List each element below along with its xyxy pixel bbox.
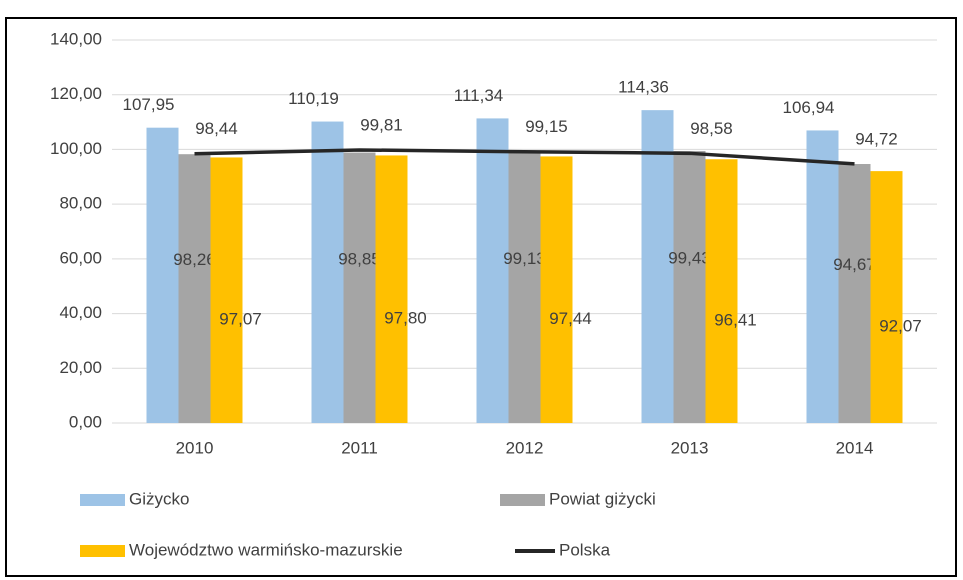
data-label: 98,26	[173, 250, 216, 269]
data-label: 94,72	[855, 129, 898, 148]
bar	[178, 154, 211, 423]
bar	[870, 171, 903, 423]
data-label: 110,19	[288, 89, 339, 108]
data-label: 99,15	[525, 117, 568, 136]
data-label: 98,85	[338, 249, 381, 268]
legend-swatch	[500, 494, 545, 506]
y-tick-label: 100,00	[50, 139, 102, 158]
data-label: 99,81	[360, 115, 403, 134]
y-tick-label: 20,00	[59, 358, 102, 377]
bar	[508, 151, 541, 423]
bar	[641, 110, 674, 424]
data-label: 106,94	[783, 98, 835, 117]
x-tick-label: 2014	[836, 438, 874, 457]
data-label: 94,67	[833, 255, 876, 274]
data-label: 99,13	[503, 249, 546, 268]
line	[194, 148, 855, 166]
bar	[343, 152, 376, 423]
x-tick-label: 2011	[341, 438, 378, 457]
legend-swatch	[80, 545, 125, 557]
data-label: 96,41	[714, 311, 757, 330]
bar	[673, 150, 706, 424]
y-tick-label: 120,00	[50, 84, 102, 103]
legend-label: Giżycko	[129, 489, 189, 508]
y-tick-label: 140,00	[50, 29, 102, 48]
legend-label: Polska	[559, 540, 611, 559]
data-label: 111,34	[454, 86, 503, 105]
bar	[375, 155, 408, 423]
data-label: 97,44	[549, 309, 592, 328]
x-tick-label: 2010	[176, 438, 214, 457]
data-label: 107,95	[123, 95, 175, 114]
y-tick-label: 0,00	[69, 412, 102, 431]
y-tick-label: 80,00	[59, 194, 102, 213]
bar	[705, 159, 738, 423]
x-tick-label: 2013	[671, 438, 709, 457]
bar	[210, 157, 243, 423]
data-label: 98,44	[195, 119, 238, 138]
bar	[806, 130, 839, 423]
data-label: 98,58	[690, 119, 733, 138]
data-label: 97,80	[384, 309, 427, 328]
y-tick-label: 40,00	[59, 303, 102, 322]
x-tick-label: 2012	[506, 438, 544, 457]
bar	[540, 156, 573, 423]
legend-swatch	[80, 494, 125, 506]
y-tick-label: 60,00	[59, 248, 102, 267]
bar	[311, 121, 344, 424]
bar	[146, 127, 179, 424]
data-label: 97,07	[219, 310, 262, 329]
data-label: 114,36	[618, 78, 669, 97]
bar	[476, 118, 509, 423]
data-label: 92,07	[879, 317, 922, 336]
data-label: 99,43	[668, 248, 711, 267]
bar	[838, 164, 871, 423]
legend-label: Województwo warmińsko-mazurskie	[129, 540, 403, 559]
legend-label: Powiat giżycki	[549, 489, 656, 508]
